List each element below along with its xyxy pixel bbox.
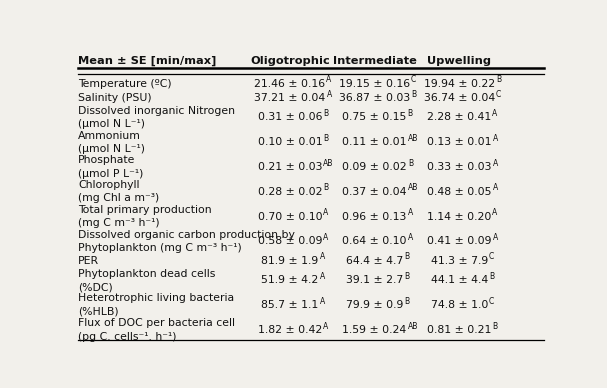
Text: A: A <box>323 322 328 331</box>
Text: B: B <box>411 90 416 99</box>
Text: AB: AB <box>408 322 418 331</box>
Text: A: A <box>492 159 498 168</box>
Text: B: B <box>323 109 328 118</box>
Text: A: A <box>492 233 498 242</box>
Text: A: A <box>492 134 498 143</box>
Text: A: A <box>492 208 498 217</box>
Text: 36.74 ± 0.04: 36.74 ± 0.04 <box>424 93 495 103</box>
Text: B: B <box>492 322 498 331</box>
Text: 0.96 ± 0.13: 0.96 ± 0.13 <box>342 211 407 222</box>
Text: 0.70 ± 0.10: 0.70 ± 0.10 <box>257 211 322 222</box>
Text: B: B <box>404 253 409 262</box>
Text: Heterotrophic living bacteria: Heterotrophic living bacteria <box>78 293 234 303</box>
Text: Temperature (ºC): Temperature (ºC) <box>78 79 172 88</box>
Text: 1.82 ± 0.42: 1.82 ± 0.42 <box>258 325 322 335</box>
Text: 41.3 ± 7.9: 41.3 ± 7.9 <box>430 256 488 266</box>
Text: Phosphate: Phosphate <box>78 155 135 165</box>
Text: A: A <box>319 297 325 306</box>
Text: C: C <box>411 75 416 84</box>
Text: B: B <box>323 134 328 143</box>
Text: 0.33 ± 0.03: 0.33 ± 0.03 <box>427 162 492 172</box>
Text: C: C <box>496 90 501 99</box>
Text: 0.11 ± 0.01: 0.11 ± 0.01 <box>342 137 407 147</box>
Text: AB: AB <box>323 159 333 168</box>
Text: AB: AB <box>408 184 418 192</box>
Text: (%DC): (%DC) <box>78 282 113 292</box>
Text: A: A <box>319 272 325 281</box>
Text: Ammonium: Ammonium <box>78 131 141 140</box>
Text: 36.87 ± 0.03: 36.87 ± 0.03 <box>339 93 410 103</box>
Text: (mg C m⁻³ h⁻¹): (mg C m⁻³ h⁻¹) <box>78 218 160 228</box>
Text: A: A <box>323 233 328 242</box>
Text: 44.1 ± 4.4: 44.1 ± 4.4 <box>430 275 488 286</box>
Text: (μmol N L⁻¹): (μmol N L⁻¹) <box>78 119 145 129</box>
Text: B: B <box>323 184 328 192</box>
Text: 85.7 ± 1.1: 85.7 ± 1.1 <box>261 300 319 310</box>
Text: 0.10 ± 0.01: 0.10 ± 0.01 <box>257 137 322 147</box>
Text: A: A <box>408 233 413 242</box>
Text: 0.48 ± 0.05: 0.48 ± 0.05 <box>427 187 492 197</box>
Text: Total primary production: Total primary production <box>78 205 212 215</box>
Text: A: A <box>319 253 325 262</box>
Text: 0.75 ± 0.15: 0.75 ± 0.15 <box>342 113 407 123</box>
Text: 1.14 ± 0.20: 1.14 ± 0.20 <box>427 211 492 222</box>
Text: 64.4 ± 4.7: 64.4 ± 4.7 <box>346 256 403 266</box>
Text: Dissolved organic carbon production by: Dissolved organic carbon production by <box>78 230 295 240</box>
Text: B: B <box>408 159 413 168</box>
Text: 19.15 ± 0.16: 19.15 ± 0.16 <box>339 79 410 88</box>
Text: 81.9 ± 1.9: 81.9 ± 1.9 <box>261 256 319 266</box>
Text: 0.37 ± 0.04: 0.37 ± 0.04 <box>342 187 407 197</box>
Text: C: C <box>489 297 494 306</box>
Text: (μmol P L⁻¹): (μmol P L⁻¹) <box>78 169 144 179</box>
Text: A: A <box>327 90 332 99</box>
Text: Chlorophyll: Chlorophyll <box>78 180 140 190</box>
Text: 0.28 ± 0.02: 0.28 ± 0.02 <box>257 187 322 197</box>
Text: 19.94 ± 0.22: 19.94 ± 0.22 <box>424 79 495 88</box>
Text: AB: AB <box>408 134 418 143</box>
Text: 0.31 ± 0.06: 0.31 ± 0.06 <box>257 113 322 123</box>
Text: Oligotrophic: Oligotrophic <box>250 56 330 66</box>
Text: Mean ± SE [min/max]: Mean ± SE [min/max] <box>78 56 217 66</box>
Text: 21.46 ± 0.16: 21.46 ± 0.16 <box>254 79 325 88</box>
Text: 0.58 ± 0.09: 0.58 ± 0.09 <box>257 236 322 246</box>
Text: 0.21 ± 0.03: 0.21 ± 0.03 <box>257 162 322 172</box>
Text: PER: PER <box>78 256 100 266</box>
Text: Phytoplankton dead cells: Phytoplankton dead cells <box>78 269 215 279</box>
Text: 0.81 ± 0.21: 0.81 ± 0.21 <box>427 325 492 335</box>
Text: Dissolved inorganic Nitrogen: Dissolved inorganic Nitrogen <box>78 106 236 116</box>
Text: A: A <box>492 109 498 118</box>
Text: (pg C. cells⁻¹. h⁻¹): (pg C. cells⁻¹. h⁻¹) <box>78 332 177 342</box>
Text: 0.64 ± 0.10: 0.64 ± 0.10 <box>342 236 407 246</box>
Text: Upwelling: Upwelling <box>427 56 491 66</box>
Text: C: C <box>489 253 494 262</box>
Text: 37.21 ± 0.04: 37.21 ± 0.04 <box>254 93 325 103</box>
Text: 2.28 ± 0.41: 2.28 ± 0.41 <box>427 113 492 123</box>
Text: 74.8 ± 1.0: 74.8 ± 1.0 <box>430 300 488 310</box>
Text: 0.13 ± 0.01: 0.13 ± 0.01 <box>427 137 492 147</box>
Text: A: A <box>327 75 331 84</box>
Text: B: B <box>404 272 409 281</box>
Text: (mg Chl a m⁻³): (mg Chl a m⁻³) <box>78 194 160 203</box>
Text: Phytoplankton (mg C m⁻³ h⁻¹): Phytoplankton (mg C m⁻³ h⁻¹) <box>78 243 242 253</box>
Text: 79.9 ± 0.9: 79.9 ± 0.9 <box>346 300 403 310</box>
Text: Flux of DOC per bacteria cell: Flux of DOC per bacteria cell <box>78 318 236 328</box>
Text: B: B <box>496 75 501 84</box>
Text: 39.1 ± 2.7: 39.1 ± 2.7 <box>346 275 403 286</box>
Text: Intermediate: Intermediate <box>333 56 416 66</box>
Text: B: B <box>404 297 409 306</box>
Text: B: B <box>408 109 413 118</box>
Text: 51.9 ± 4.2: 51.9 ± 4.2 <box>261 275 319 286</box>
Text: A: A <box>323 208 328 217</box>
Text: A: A <box>492 184 498 192</box>
Text: 0.41 ± 0.09: 0.41 ± 0.09 <box>427 236 492 246</box>
Text: B: B <box>489 272 494 281</box>
Text: 1.59 ± 0.24: 1.59 ± 0.24 <box>342 325 407 335</box>
Text: (μmol N L⁻¹): (μmol N L⁻¹) <box>78 144 145 154</box>
Text: 0.09 ± 0.02: 0.09 ± 0.02 <box>342 162 407 172</box>
Text: (%HLB): (%HLB) <box>78 307 119 317</box>
Text: A: A <box>408 208 413 217</box>
Text: Salinity (PSU): Salinity (PSU) <box>78 93 152 103</box>
